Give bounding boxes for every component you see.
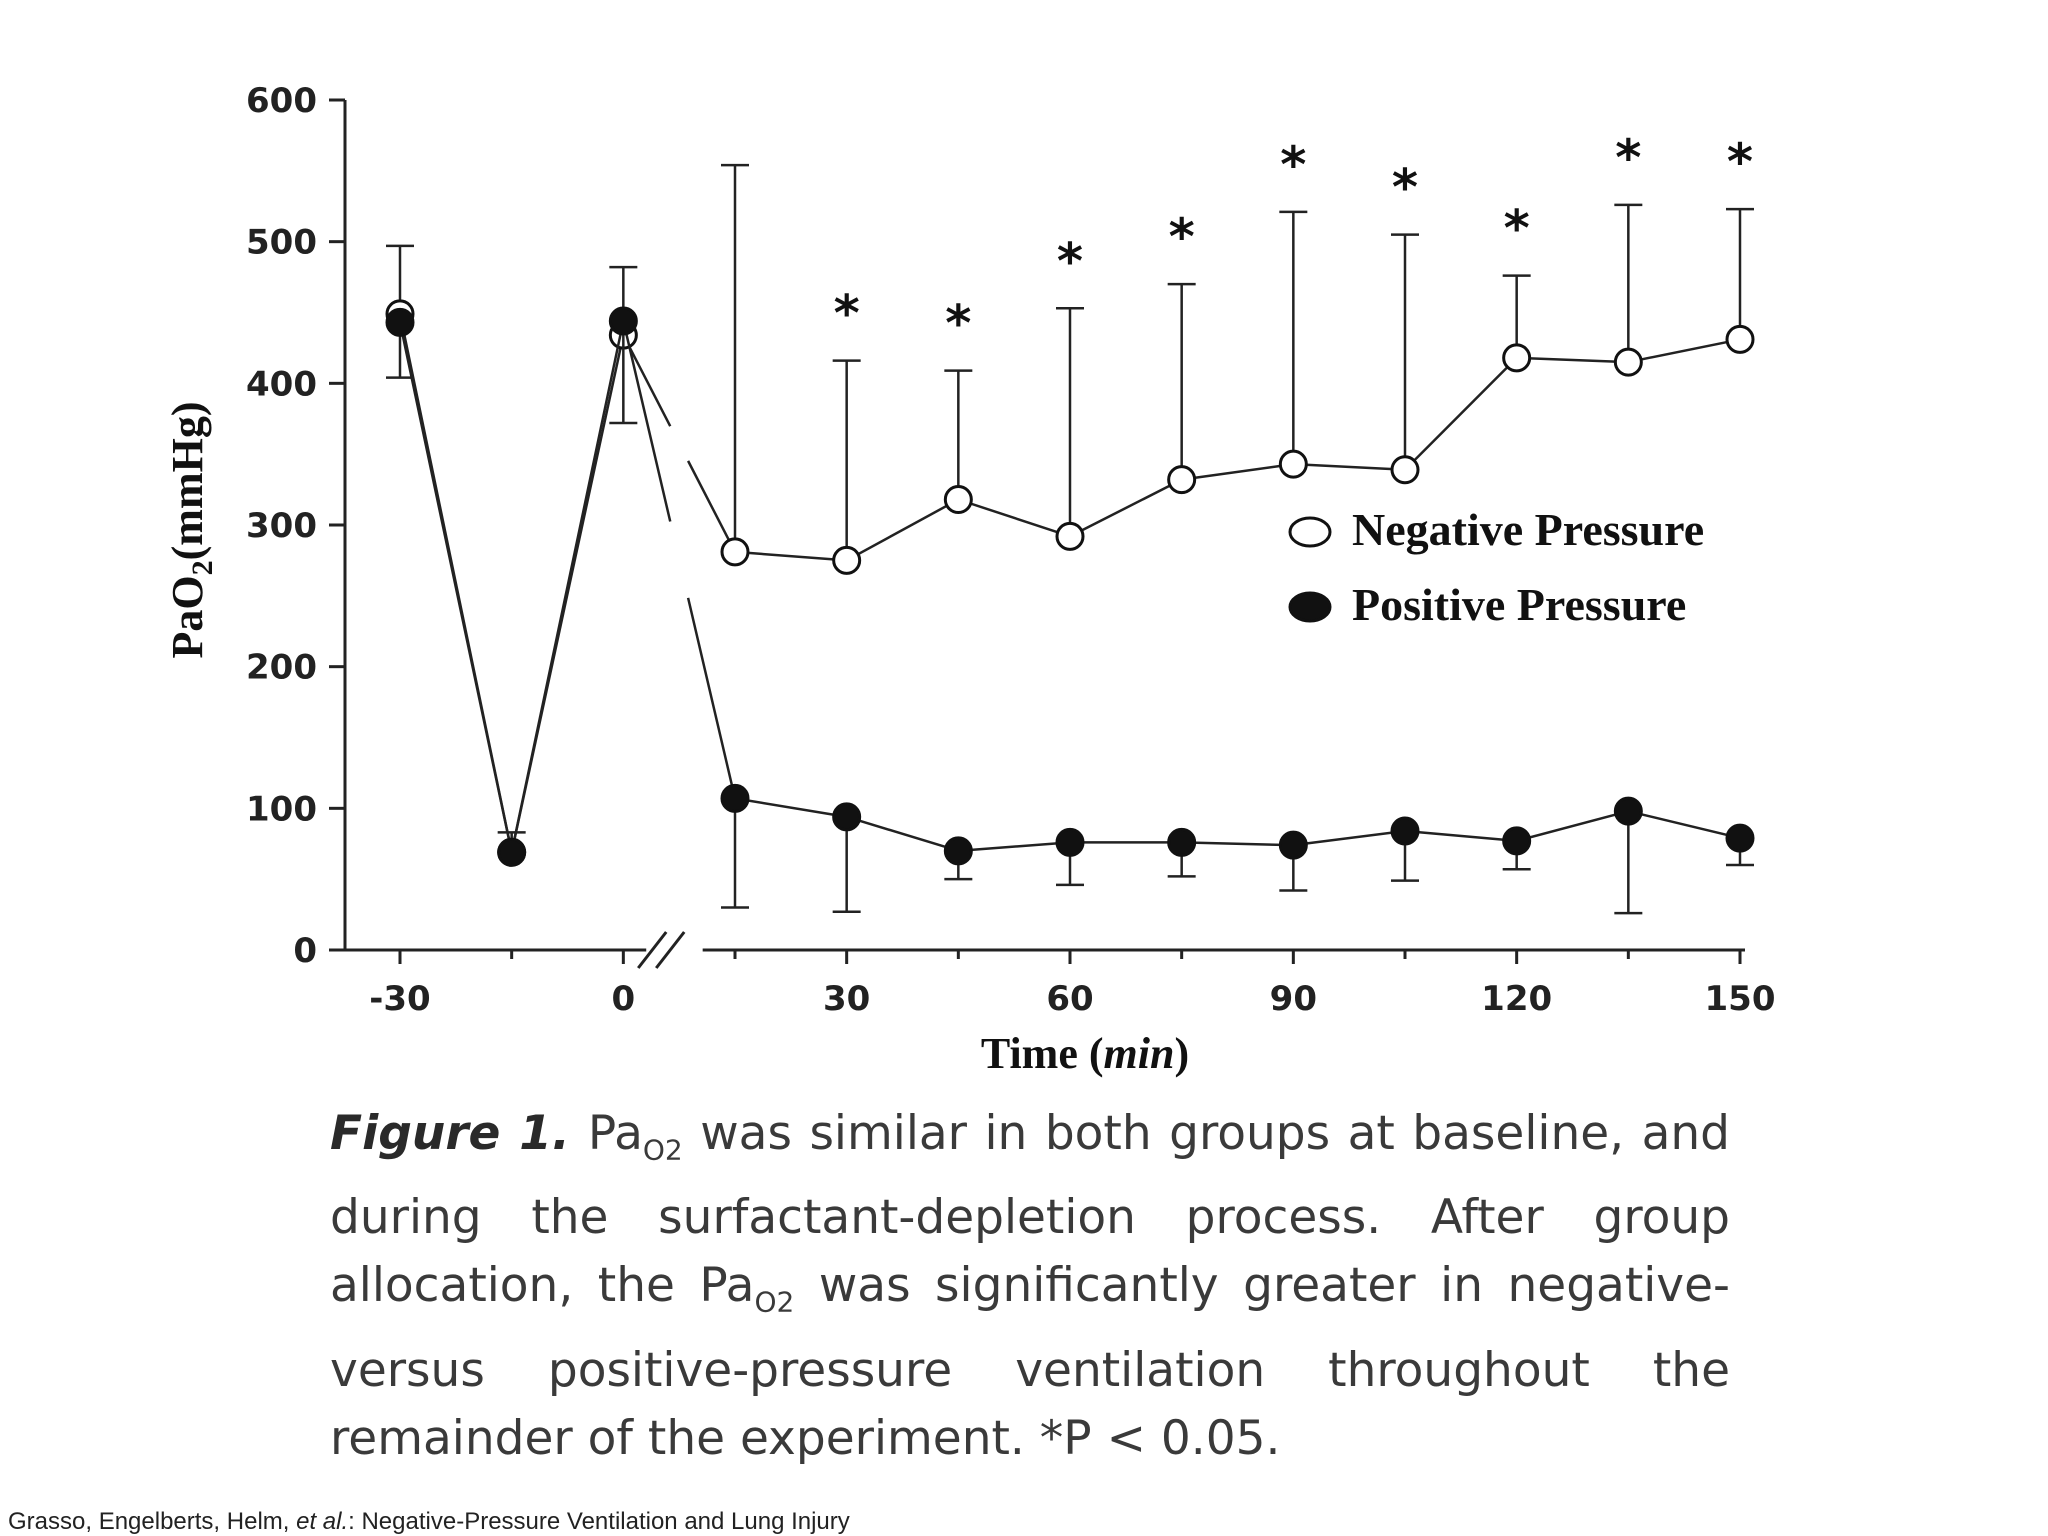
citation-etal: et al.: [296, 1508, 349, 1535]
negative-data-point: [720, 537, 750, 567]
positive-series-line: [1181, 841, 1294, 847]
positive-data-point: [385, 307, 415, 337]
negative-data-point: [1613, 347, 1643, 377]
significance-star: *: [1280, 136, 1306, 194]
y-tick-label: 400: [246, 364, 317, 404]
positive-data-point: [1278, 830, 1308, 860]
caption-subscript-2: O2: [754, 1285, 795, 1319]
y-tick-label: 0: [293, 931, 317, 971]
caption-lead: Figure 1.: [330, 1106, 570, 1161]
x-tick-label: -30: [369, 979, 430, 1019]
legend-label: Positive Pressure: [1352, 579, 1686, 630]
y-tick-label: 100: [246, 789, 317, 829]
x-tick-label: 30: [823, 979, 870, 1019]
chart-marks: * * * * * * * * *: [385, 129, 1755, 915]
legend-open-marker: [1288, 516, 1332, 548]
positive-series-line: [958, 841, 1071, 853]
x-axis-break-mark: [655, 931, 686, 969]
significance-star: *: [1057, 232, 1083, 290]
citation: Grasso, Engelberts, Helm, et al.: Negati…: [8, 1508, 850, 1536]
negative-series-line: [686, 460, 737, 553]
significance-star: *: [1504, 200, 1530, 258]
significance-star: *: [1392, 159, 1418, 217]
positive-series-line: [686, 597, 737, 799]
positive-data-point: [1502, 826, 1532, 856]
positive-data-point: [1390, 816, 1420, 846]
significance-star: *: [1727, 133, 1753, 191]
positive-series-line: [510, 320, 625, 853]
chart-axes: 0 100 200 300 400 500 600 PaO2(mmHg) -30 0 30 60 90 1…: [163, 81, 1775, 1078]
positive-series-line: [1628, 809, 1741, 840]
legend-filled-marker: [1288, 591, 1332, 623]
caption-text-1: Pa: [587, 1106, 643, 1161]
negative-series-line: [846, 498, 959, 562]
positive-data-point: [608, 306, 638, 336]
negative-series-line: [1628, 338, 1741, 364]
x-tick-label: 60: [1046, 979, 1093, 1019]
positive-series-line: [846, 815, 959, 853]
negative-data-point: [1390, 455, 1420, 485]
caption-text-3: was significantly greater in negative-ve…: [330, 1258, 1730, 1466]
positive-data-point: [832, 802, 862, 832]
positive-data-point: [1613, 796, 1643, 826]
chart-legend: Negative Pressure Positive Pressure: [1288, 504, 1704, 630]
positive-series-line: [398, 322, 513, 853]
positive-series-line: [734, 797, 847, 819]
negative-data-point: [1055, 521, 1085, 551]
positive-series-line: [1404, 829, 1517, 843]
positive-data-point: [1167, 827, 1197, 857]
caption-text-2: was similar in both groups at baseline, …: [330, 1106, 1730, 1314]
y-tick-label: 500: [246, 223, 317, 263]
positive-data-point: [720, 783, 750, 813]
x-tick-label: 150: [1705, 979, 1776, 1019]
positive-data-point: [943, 836, 973, 866]
y-tick-label: 300: [246, 506, 317, 546]
y-axis-title: PaO2(mmHg): [163, 402, 219, 659]
negative-data-point: [1167, 465, 1197, 495]
negative-series-line: [1404, 356, 1518, 471]
x-axis-title: Time (min): [981, 1029, 1189, 1078]
positive-data-point: [1055, 827, 1085, 857]
positive-data-point: [497, 837, 527, 867]
significance-star: *: [945, 295, 971, 353]
citation-authors: Grasso, Engelberts, Helm,: [8, 1508, 297, 1535]
positive-series-line: [1293, 829, 1406, 847]
positive-data-point: [1725, 823, 1755, 853]
negative-data-point: [943, 485, 973, 514]
positive-series-line: [622, 320, 672, 522]
x-tick-label: 120: [1481, 979, 1552, 1019]
caption-subscript-1: O2: [642, 1133, 683, 1167]
negative-series-line: [1181, 462, 1294, 481]
negative-series-line: [957, 498, 1071, 538]
significance-star: *: [1615, 129, 1641, 187]
positive-series-line: [1516, 809, 1629, 843]
negative-series-line: [1516, 356, 1629, 364]
x-axis-break-mark: [637, 931, 668, 969]
figure-caption: Figure 1. PaO2 was similar in both groups…: [330, 1100, 1730, 1473]
negative-data-point: [1725, 324, 1755, 354]
y-tick-label: 200: [246, 648, 317, 688]
x-tick-label: 90: [1270, 979, 1317, 1019]
negative-series-line: [1293, 462, 1406, 471]
significance-star: *: [1169, 208, 1195, 266]
negative-series-line: [1069, 478, 1183, 538]
negative-data-point: [1502, 343, 1532, 373]
negative-data-point: [1278, 449, 1308, 479]
pao2-line-chart: 0 100 200 300 400 500 600 PaO2(mmHg) -30 0 30 60 90 1…: [163, 81, 1775, 1078]
negative-series-line: [734, 550, 847, 562]
citation-title: : Negative-Pressure Ventilation and Lung…: [348, 1508, 850, 1535]
legend-label: Negative Pressure: [1352, 504, 1704, 555]
negative-data-point: [832, 545, 862, 575]
y-tick-label: 600: [246, 81, 317, 121]
x-tick-label: 0: [611, 979, 635, 1019]
significance-star: *: [834, 285, 860, 343]
